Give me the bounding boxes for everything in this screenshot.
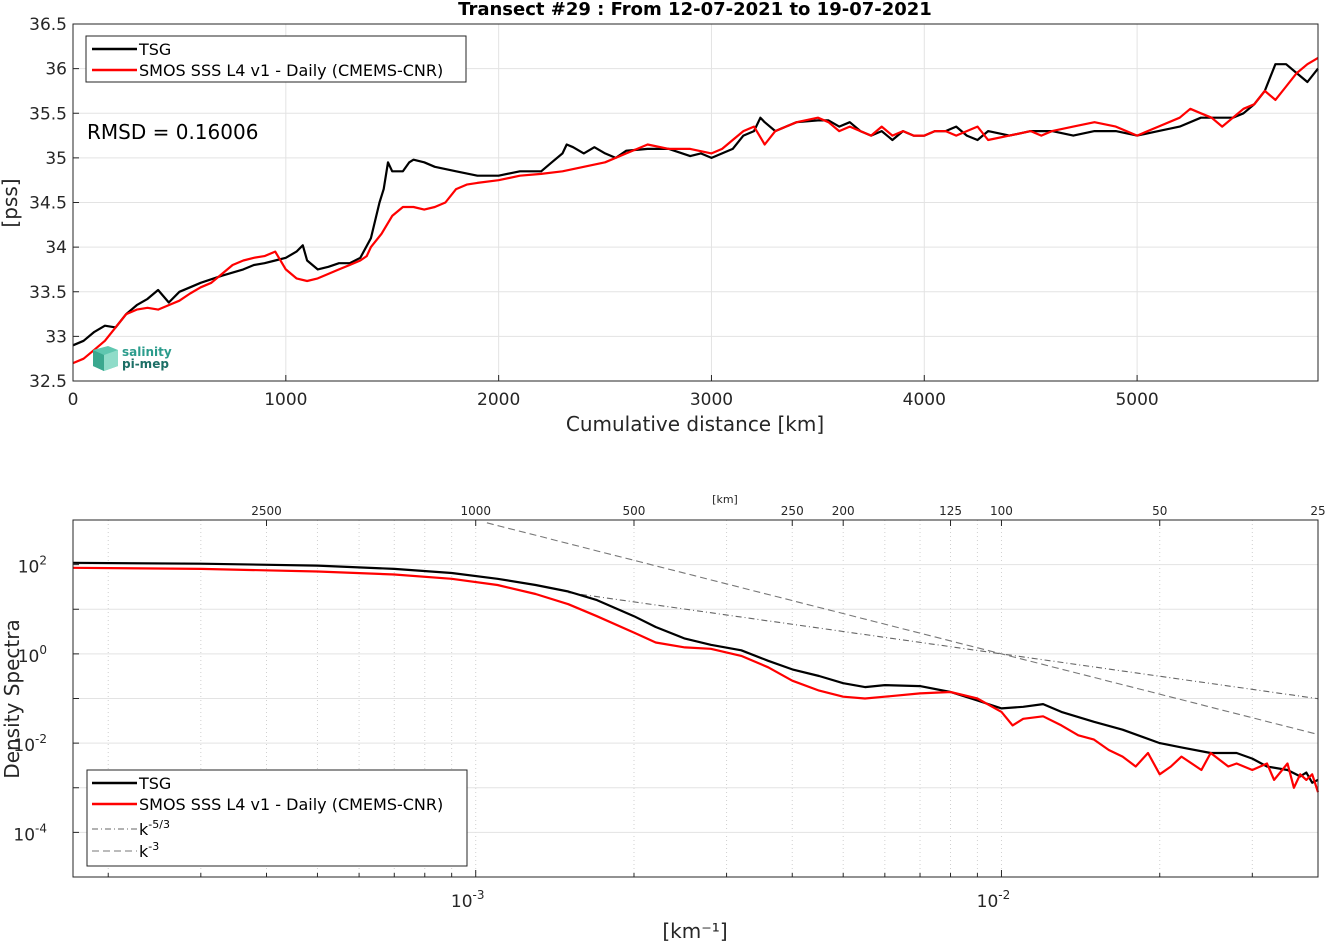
- bottom-top-tick-label: 250: [781, 504, 804, 518]
- logo-text-pimep: pi-mep: [122, 357, 169, 371]
- bottom-top-tick-label: 1000: [460, 504, 491, 518]
- top-y-tick-label: 35: [45, 149, 67, 169]
- top-x-tick-label: 1000: [264, 390, 307, 410]
- bottom-y-tick-base: 10: [13, 825, 35, 845]
- legend-smos-label: SMOS SSS L4 v1 - Daily (CMEMS-CNR): [139, 61, 443, 80]
- bottom-top-tick-label: 125: [939, 504, 962, 518]
- bottom-x-tick-base: 10: [977, 892, 999, 912]
- top-y-tick-label: 33.5: [29, 283, 67, 303]
- top-y-tick-label: 36: [45, 60, 67, 80]
- bottom-y-axis-label: Density Spectra: [0, 619, 24, 778]
- bottom-y-tick-exp: 0: [39, 643, 47, 657]
- bottom-top-tick-label: 2500: [251, 504, 282, 518]
- top-y-tick-label: 34.5: [29, 194, 67, 214]
- bottom-y-tick-base: 10: [13, 736, 35, 756]
- top-y-axis-label: [pss]: [0, 178, 22, 227]
- bottom-x-axis-label: [km⁻¹]: [662, 919, 727, 942]
- top-y-tick-label: 34: [45, 238, 67, 258]
- top-x-axis-label: Cumulative distance [km]: [566, 412, 824, 436]
- bottom-x-tick-base: 10: [451, 892, 473, 912]
- top-y-tick-label: 33: [45, 327, 67, 347]
- bottom-plot-frame: [72, 519, 1319, 878]
- top-ticks: 0 1000 2000 3000 4000 5000 32.5 33 33.5 34 34.5 35 3…: [29, 15, 1159, 410]
- top-x-tick-label: 3000: [690, 390, 733, 410]
- bottom-x-tick-exp: -3: [473, 888, 485, 902]
- bottom-y-tick-base: 10: [18, 558, 40, 578]
- bottom-y-tick-exp: -4: [35, 821, 47, 835]
- bottom-reference-k53-line: [568, 592, 1319, 700]
- top-y-tick-label: 35.5: [29, 104, 67, 124]
- legend2-smos-label: SMOS SSS L4 v1 - Daily (CMEMS-CNR): [139, 795, 443, 814]
- top-x-tick-label: 0: [68, 390, 79, 410]
- top-y-tick-label: 36.5: [29, 15, 67, 35]
- legend2-k53-exp: -5/3: [148, 818, 170, 831]
- salinity-pimep-logo: salinity pi-mep: [93, 345, 172, 371]
- bottom-top-tick-label: 25: [1310, 504, 1325, 518]
- bottom-y-tick-label: 102: [18, 554, 47, 578]
- bottom-y-tick-label: 10-4: [13, 821, 47, 845]
- legend-tsg-label: TSG: [138, 40, 171, 59]
- top-legend: TSG SMOS SSS L4 v1 - Daily (CMEMS-CNR): [85, 35, 467, 83]
- bottom-top-tick-label: 500: [623, 504, 646, 518]
- bottom-x-tick-label: 10-3: [451, 888, 485, 912]
- bottom-series-smos-line: [72, 566, 1320, 793]
- bottom-legend: TSG SMOS SSS L4 v1 - Daily (CMEMS-CNR) k…: [86, 769, 468, 867]
- legend2-k53-base: k: [139, 820, 149, 839]
- top-chart: Transect #29 : From 12-07-2021 to 19-07-…: [0, 0, 1319, 436]
- top-chart-title: Transect #29 : From 12-07-2021 to 19-07-…: [458, 0, 932, 20]
- top-series-smos-line: [72, 56, 1319, 365]
- logo-text-salinity: salinity: [122, 345, 172, 359]
- bottom-x-tick-label: 10-2: [977, 888, 1011, 912]
- legend2-k3-exp: -3: [148, 840, 159, 853]
- top-plot-frame: [72, 23, 1319, 382]
- bottom-y-tick-exp: 2: [39, 554, 47, 568]
- legend2-tsg-label: TSG: [138, 774, 171, 793]
- bottom-series-tsg-line: [72, 561, 1319, 784]
- top-x-tick-label: 2000: [477, 390, 520, 410]
- bottom-top-tick-label: 50: [1152, 504, 1167, 518]
- top-y-tick-label: 32.5: [29, 372, 67, 392]
- bottom-y-tick-label: 100: [18, 643, 47, 667]
- bottom-y-tick-exp: -2: [35, 732, 47, 746]
- rmsd-annotation: RMSD = 0.16006: [87, 120, 258, 144]
- top-series: [72, 56, 1319, 365]
- bottom-x-tick-exp: -2: [998, 888, 1010, 902]
- bottom-top-axis-label: [km]: [712, 493, 738, 506]
- top-x-tick-label: 4000: [903, 390, 946, 410]
- bottom-y-tick-label: 10-2: [13, 732, 47, 756]
- bottom-top-tick-label: 100: [990, 504, 1013, 518]
- legend2-k3-base: k: [139, 842, 149, 861]
- bottom-top-tick-label: 200: [832, 504, 855, 518]
- bottom-y-tick-base: 10: [18, 647, 40, 667]
- legend2-k3-label: k-3: [139, 840, 159, 861]
- bottom-series: [72, 522, 1320, 793]
- legend2-k53-label: k-5/3: [139, 818, 170, 839]
- top-x-tick-label: 5000: [1115, 390, 1158, 410]
